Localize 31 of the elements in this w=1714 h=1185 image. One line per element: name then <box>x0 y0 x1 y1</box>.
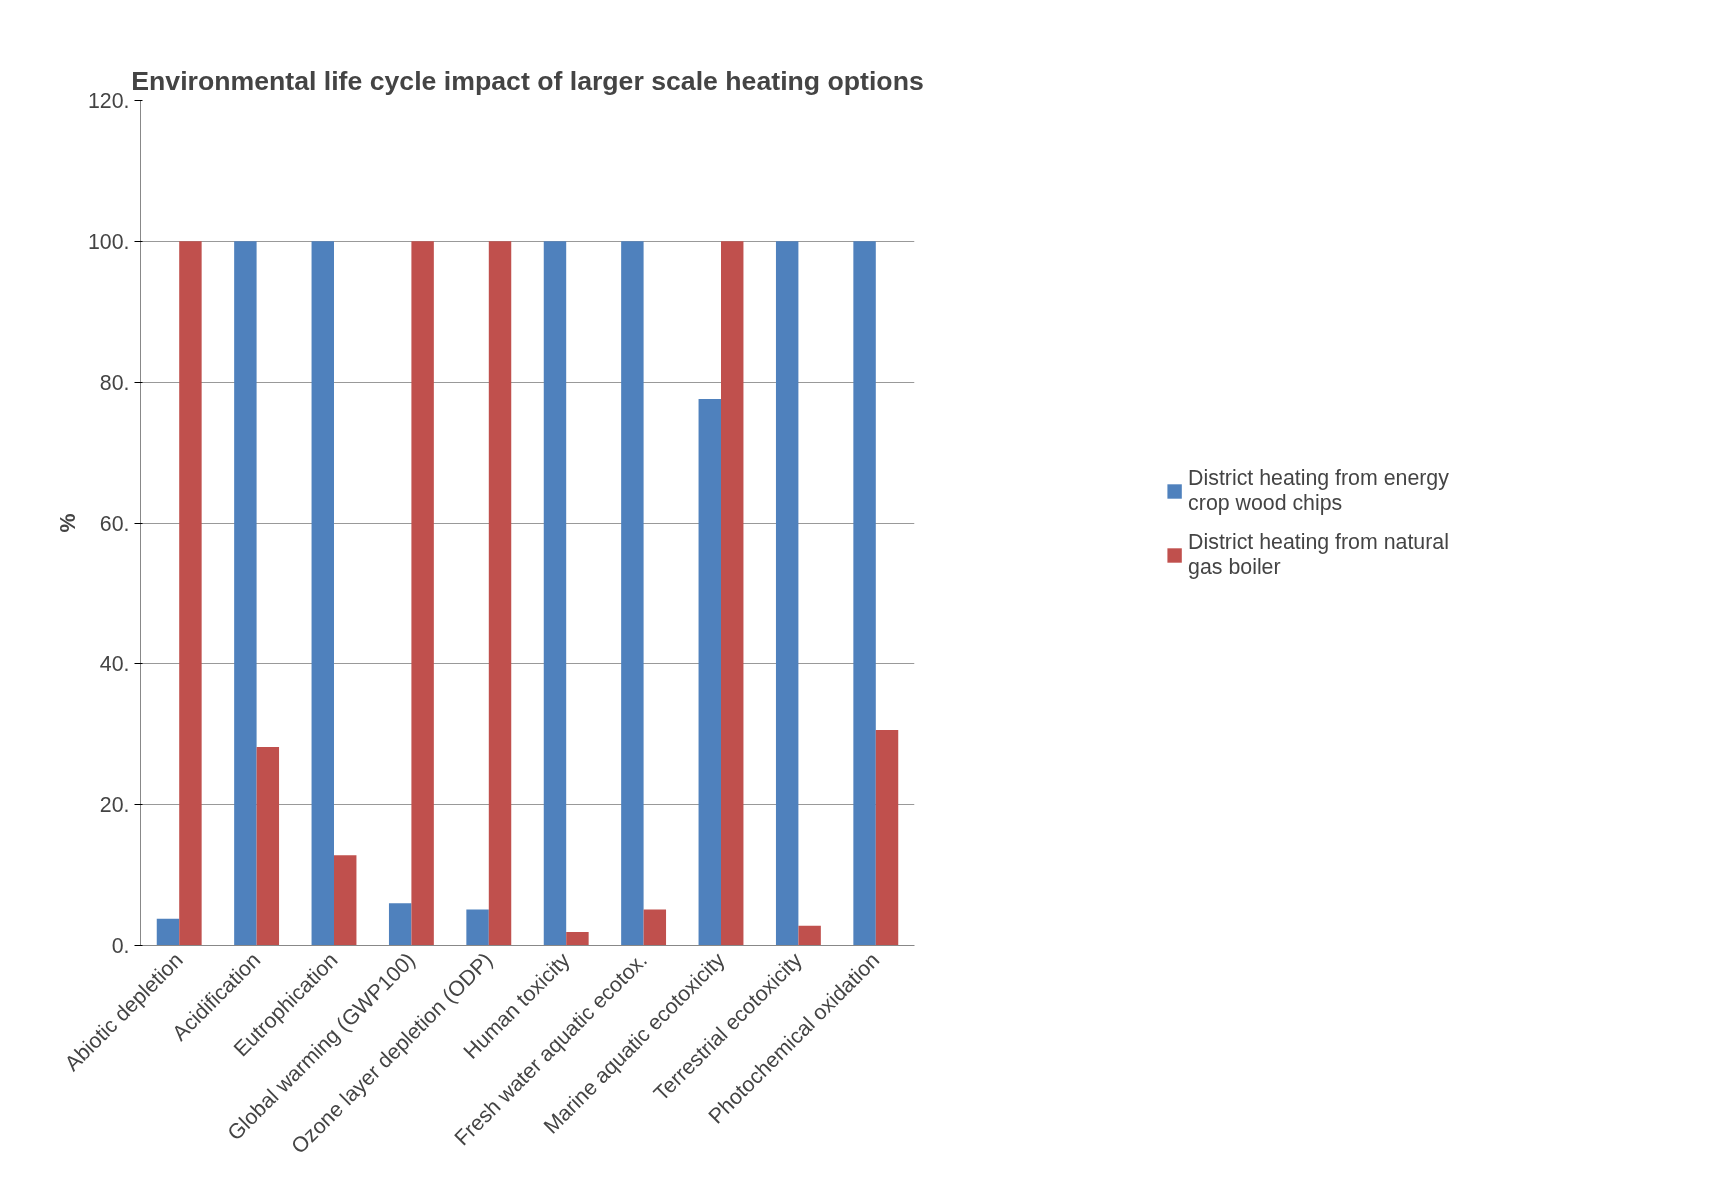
bar <box>798 925 821 946</box>
bar <box>466 909 489 946</box>
y-tick-label: 120. <box>87 89 130 113</box>
bar <box>156 918 180 946</box>
bar <box>388 903 412 946</box>
bar <box>411 241 434 946</box>
bar <box>643 909 667 946</box>
y-tick-label: 60. <box>99 511 130 536</box>
chart-title: Environmental life cycle impact of larger scale heating options <box>131 65 924 96</box>
bar <box>488 241 512 946</box>
bar <box>311 241 334 946</box>
y-tick-label: 100. <box>87 229 130 254</box>
y-tick-label: 20. <box>99 793 130 818</box>
y-axis-title: % <box>55 513 80 533</box>
bar <box>698 399 721 946</box>
bar <box>721 241 744 946</box>
bar <box>256 746 280 946</box>
bar <box>334 855 357 946</box>
legend-label: District heating from natural gas boiler <box>1188 529 1449 580</box>
y-tick-label: 80. <box>99 370 130 395</box>
bar <box>543 241 567 946</box>
bar <box>853 241 876 946</box>
bar <box>234 241 257 946</box>
bar <box>621 241 644 946</box>
bar <box>875 730 899 946</box>
bar <box>179 241 202 946</box>
bar <box>775 241 799 946</box>
bar <box>566 932 589 946</box>
y-tick-label: 40. <box>99 652 130 677</box>
legend-label: District heating from energy crop wood chips <box>1188 465 1449 516</box>
y-tick-label: 0. <box>111 934 130 958</box>
